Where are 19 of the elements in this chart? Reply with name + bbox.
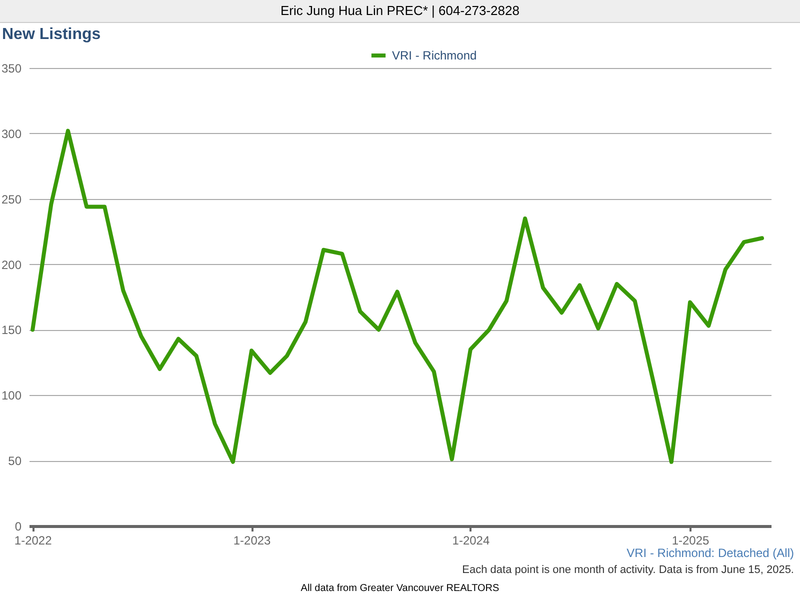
- legend-label: VRI - Richmond: [392, 48, 477, 62]
- chart-title: New Listings: [2, 26, 101, 44]
- y-tick-label: 300: [1, 126, 22, 141]
- y-tick-label: 250: [1, 192, 22, 206]
- text: Each data point is one month of activity. Data is from June 15, 2025.: [462, 564, 794, 576]
- text: VRI - Richmond: Detached (All): [626, 546, 794, 560]
- y-tick-label: 200: [1, 258, 22, 272]
- x-tick-label: 1-2025: [672, 534, 710, 548]
- x-tick-label: 1-2023: [233, 534, 272, 548]
- line-series: [30, 128, 764, 464]
- x-tick-label: 1-2024: [452, 534, 490, 548]
- y-tick-label: 150: [1, 323, 22, 338]
- y-tick-label: 50: [8, 454, 22, 468]
- y-tick-label: 350: [1, 62, 22, 76]
- text: All data from Greater Vancouver REALTORS: [300, 583, 500, 594]
- y-tick-label: 0: [14, 520, 22, 534]
- text: Eric Jung Hua Lin PREC* | 604-273-2828: [0, 0, 800, 23]
- x-tick-label: 1-2022: [14, 534, 52, 548]
- y-tick-label: 100: [1, 388, 22, 403]
